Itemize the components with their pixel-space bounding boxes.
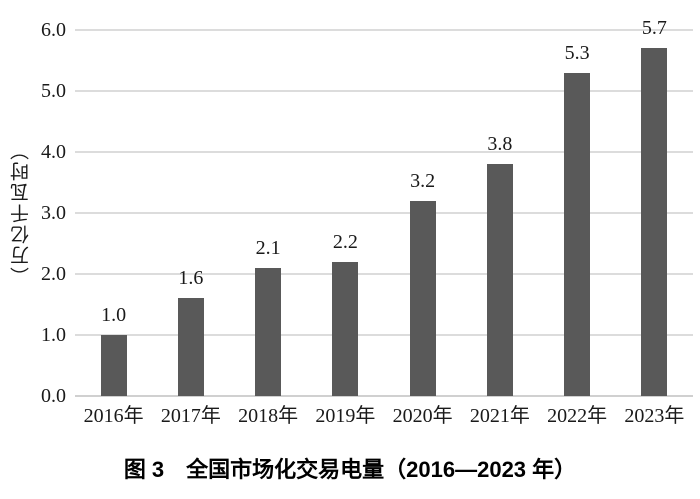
bar-2023年 — [641, 48, 668, 396]
x-tick-label: 2019年 — [315, 405, 376, 427]
gridline — [75, 212, 693, 214]
y-tick-label: 6.0 — [41, 19, 66, 41]
bar-2019年 — [332, 261, 359, 396]
bar-value-label: 1.0 — [101, 304, 127, 326]
bar-value-label: 3.2 — [410, 169, 436, 192]
x-tick-label: 2017年 — [160, 405, 221, 427]
bar-2016年 — [100, 335, 127, 396]
bar-2020年 — [409, 200, 436, 396]
gridline — [75, 29, 693, 31]
x-tick-label: 2023年 — [624, 405, 685, 427]
gridline — [75, 334, 693, 336]
y-tick-label: 1.0 — [41, 324, 66, 346]
y-tick-label: 0.0 — [41, 385, 66, 407]
x-axis-line — [75, 395, 693, 397]
gridline — [75, 273, 693, 275]
y-tick-label: 3.0 — [41, 202, 66, 224]
bar-2021年 — [486, 164, 513, 396]
gridline — [75, 90, 693, 92]
y-tick-label: 2.0 — [41, 263, 66, 285]
bar-2018年 — [255, 267, 282, 396]
x-tick-label: 2022年 — [547, 405, 608, 427]
x-tick-label: 2020年 — [392, 405, 453, 427]
bar-value-label: 5.7 — [641, 17, 667, 40]
bar-2017年 — [177, 298, 204, 396]
bar-value-label: 2.1 — [255, 236, 281, 259]
bar-value-label: 2.2 — [332, 230, 358, 253]
bar-value-label: 5.3 — [564, 41, 590, 64]
bar-2022年 — [564, 72, 591, 396]
x-tick-label: 2021年 — [469, 405, 530, 427]
y-tick-label: 4.0 — [41, 141, 66, 163]
x-tick-label: 2018年 — [238, 405, 299, 427]
gridline — [75, 151, 693, 153]
bar-value-label: 1.6 — [178, 267, 204, 290]
bar-value-label: 3.8 — [487, 133, 513, 156]
figure-caption: 图 3 全国市场化交易电量（2016—2023 年） — [123, 457, 577, 482]
y-tick-label: 5.0 — [41, 80, 66, 102]
x-tick-label: 2016年 — [83, 405, 144, 427]
